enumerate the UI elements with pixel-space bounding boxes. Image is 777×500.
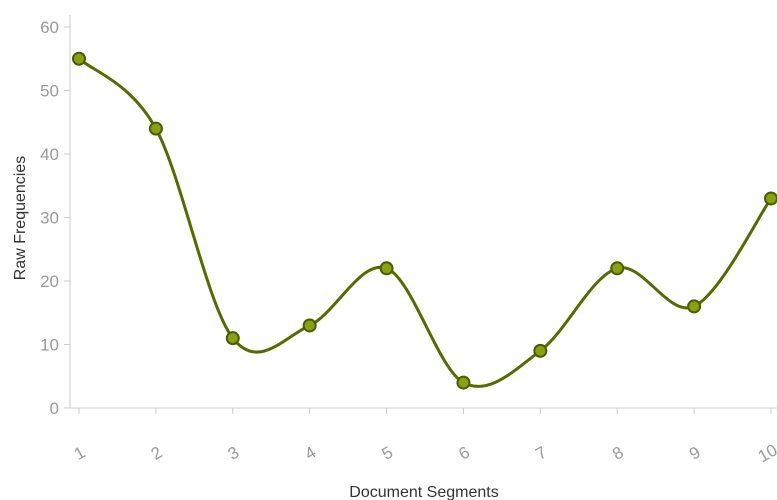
- data-point-2[interactable]: [148, 121, 163, 136]
- y-tick-label: 10: [40, 336, 59, 355]
- series-line: [77, 57, 773, 388]
- y-tick-label: 30: [40, 209, 59, 228]
- y-tick-label: 0: [50, 399, 59, 418]
- x-tick-label: 2: [148, 443, 166, 464]
- x-tick-label: 6: [455, 443, 473, 464]
- x-tick-label: 10: [755, 440, 777, 466]
- data-point-5[interactable]: [379, 261, 394, 276]
- axes: [69, 15, 777, 409]
- data-points: [72, 51, 777, 390]
- data-point-10[interactable]: [764, 191, 777, 206]
- x-tick-label: 3: [225, 443, 243, 464]
- x-tick-label: 7: [532, 443, 550, 464]
- data-point-7[interactable]: [533, 343, 548, 358]
- data-point-1[interactable]: [72, 51, 86, 66]
- x-tick-label: 9: [686, 443, 704, 464]
- data-point-9[interactable]: [687, 299, 702, 314]
- data-point-8[interactable]: [610, 261, 625, 276]
- data-point-4[interactable]: [302, 318, 317, 333]
- x-tick-label: 4: [302, 443, 320, 464]
- y-tick-label: 60: [40, 18, 59, 37]
- x-tick-label: 1: [71, 443, 89, 464]
- x-tick-label: 8: [609, 443, 627, 464]
- data-point-6[interactable]: [456, 375, 471, 390]
- x-axis-title: Document Segments: [349, 484, 498, 500]
- x-tick-label: 5: [378, 443, 396, 464]
- y-tick-label: 40: [40, 145, 59, 164]
- data-point-3[interactable]: [225, 331, 240, 346]
- y-axis-title: Raw Frequencies: [12, 156, 29, 281]
- y-tick-label: 50: [40, 82, 59, 101]
- y-axis-ticks: 0 10 20 30 40 50 60: [40, 18, 70, 418]
- x-axis-ticks: 1 2 3 4 5 6 7 8 9 10: [71, 408, 777, 466]
- y-tick-label: 20: [40, 272, 59, 291]
